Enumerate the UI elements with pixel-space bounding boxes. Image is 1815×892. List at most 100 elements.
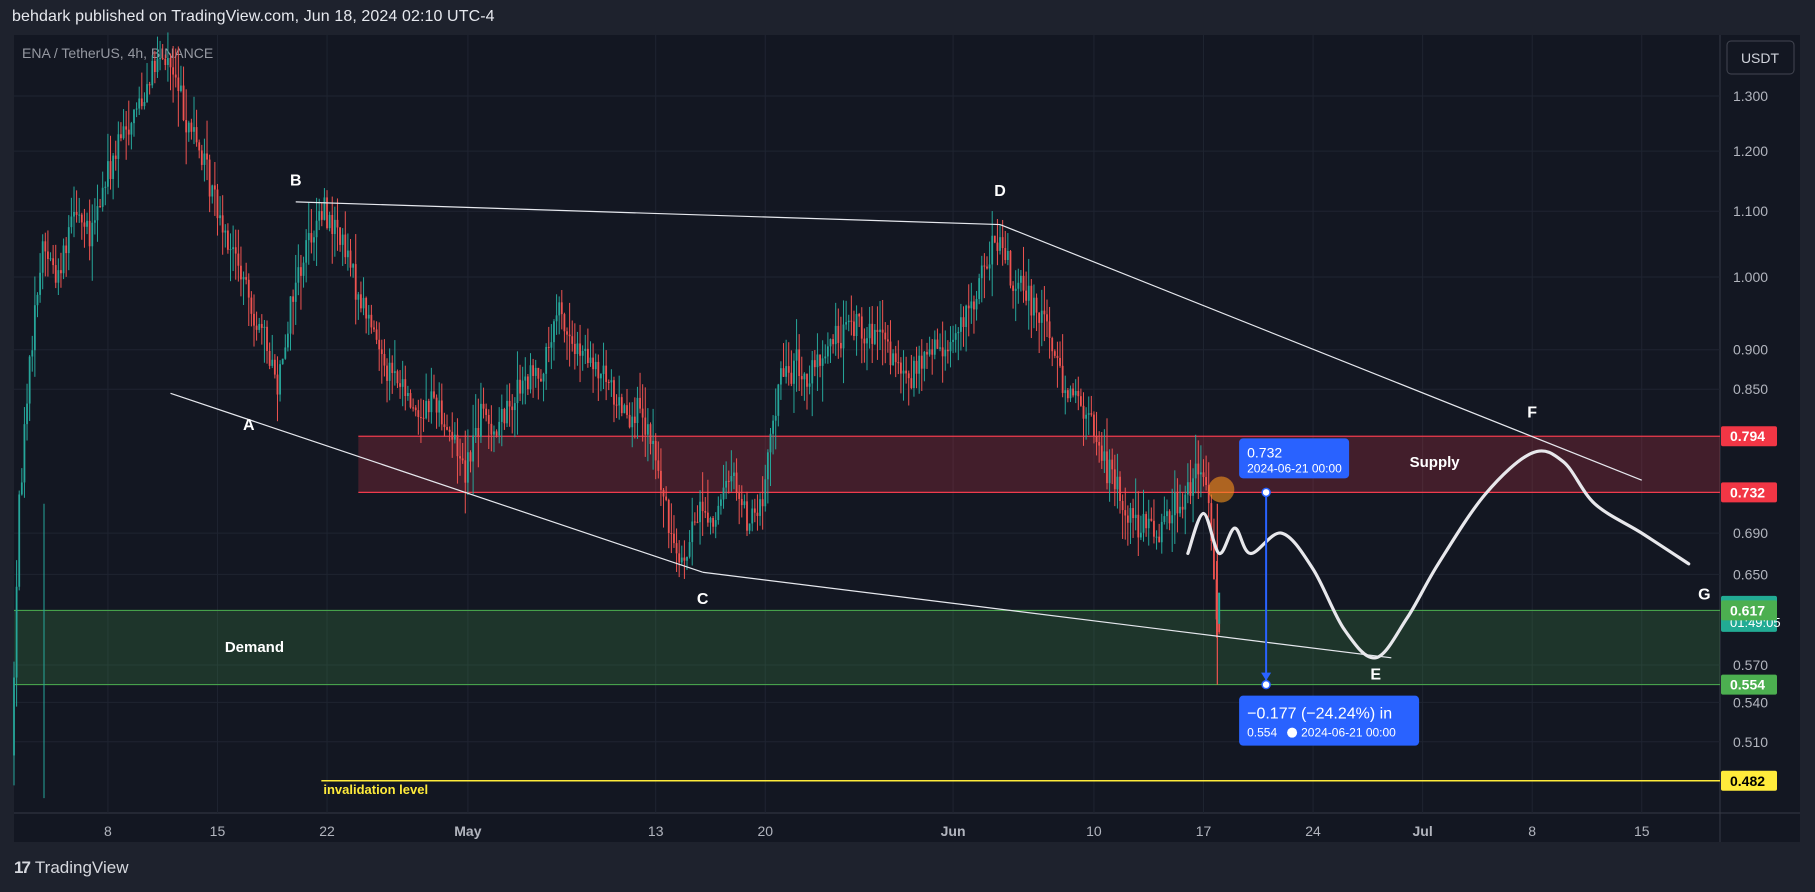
candle-body <box>1027 285 1030 301</box>
candle-body <box>855 314 858 337</box>
candle-body <box>453 434 456 440</box>
candle-body <box>336 219 339 228</box>
candle-body <box>829 339 832 347</box>
x-tick-label: 22 <box>319 823 335 839</box>
candle-body <box>480 403 482 437</box>
pattern-line <box>170 392 703 573</box>
candle-body <box>834 325 837 345</box>
candle-body <box>1004 248 1007 261</box>
candle-body <box>482 403 485 409</box>
candle-body <box>208 159 211 197</box>
candle-body <box>367 314 370 319</box>
candle-body <box>185 120 188 133</box>
candle-body <box>365 297 368 319</box>
price-tag-label: 0.617 <box>1730 602 1765 618</box>
candle-body <box>529 365 532 390</box>
candle-body <box>339 227 341 245</box>
candle-body <box>923 351 926 369</box>
candle-body <box>806 373 808 387</box>
wave-label-b: B <box>290 172 302 189</box>
candle-body <box>221 215 224 233</box>
candle-body <box>65 245 68 254</box>
x-tick-label: 24 <box>1305 823 1321 839</box>
candle-body <box>117 134 120 159</box>
candle-body <box>696 521 699 523</box>
candle-body <box>748 523 751 531</box>
candle-body <box>1020 275 1022 283</box>
x-tick-label: 15 <box>210 823 226 839</box>
candle-body <box>1040 310 1043 323</box>
invalidation-label: invalidation level <box>323 782 428 797</box>
candle-body <box>920 355 923 369</box>
candle-body <box>680 557 683 563</box>
candle-body <box>894 353 897 363</box>
candle-body <box>383 354 386 366</box>
candle-body <box>464 460 467 483</box>
candle-body <box>1192 478 1194 496</box>
candle-body <box>443 424 446 428</box>
candle-body <box>107 161 109 187</box>
candle-body <box>237 253 240 266</box>
candle-body <box>360 294 362 309</box>
candle-body <box>286 333 289 348</box>
candle-body <box>349 250 352 268</box>
measure-top-box <box>1239 438 1350 479</box>
candle-body <box>1111 459 1114 470</box>
x-tick-label: 20 <box>757 823 773 839</box>
candle-body <box>777 384 780 416</box>
wave-label-f: F <box>1527 404 1537 421</box>
candle-body <box>954 333 957 340</box>
candle-body <box>553 321 555 343</box>
candle-body <box>224 230 227 233</box>
candle-body <box>641 408 644 418</box>
candle-body <box>931 349 934 355</box>
candle-body <box>487 414 490 424</box>
candle-body <box>782 368 785 377</box>
candle-body <box>1048 321 1051 338</box>
candle-body <box>1218 592 1221 624</box>
candle-body <box>1056 355 1059 358</box>
candle-body <box>1199 472 1202 475</box>
candle-body <box>858 314 861 317</box>
candle-body <box>751 508 754 524</box>
candle-body <box>101 187 104 207</box>
candle-body <box>1069 388 1072 399</box>
candle-body <box>746 501 748 531</box>
candle-body <box>952 339 954 342</box>
candle-body <box>456 434 459 457</box>
candle-body <box>654 440 657 461</box>
candle-body <box>581 350 584 356</box>
candle-body <box>459 456 461 459</box>
candle-body <box>1147 518 1150 529</box>
candle-body <box>83 222 86 227</box>
candle-body <box>524 376 527 381</box>
candle-body <box>733 472 735 477</box>
candle-body <box>1210 503 1213 542</box>
candle-body <box>631 416 634 428</box>
candle-body <box>566 331 568 335</box>
tradingview-logo[interactable]: 17 TradingView <box>14 858 128 878</box>
candle-body <box>216 189 219 219</box>
candle-body <box>1186 482 1189 495</box>
candle-body <box>130 123 133 135</box>
y-tick-label: 0.690 <box>1733 525 1768 541</box>
candle-body <box>1035 297 1038 313</box>
price-tag <box>1721 426 1777 447</box>
candle-body <box>120 134 122 139</box>
candle-body <box>756 512 759 516</box>
x-tick-label: 13 <box>648 823 664 839</box>
candle-body <box>96 206 99 221</box>
candle-body <box>717 505 720 521</box>
candle-body <box>315 220 318 238</box>
pattern-line <box>702 571 1392 659</box>
measure-bottom-date: 2024-06-21 00:00 <box>1301 726 1396 740</box>
pattern-line <box>295 201 1001 226</box>
candle-body <box>1059 357 1061 366</box>
candle-body <box>900 362 902 374</box>
candle-body <box>944 349 947 357</box>
candle-body <box>1098 441 1101 446</box>
candle-body <box>759 499 761 516</box>
candle-body <box>550 342 553 348</box>
candle-body <box>153 60 156 73</box>
